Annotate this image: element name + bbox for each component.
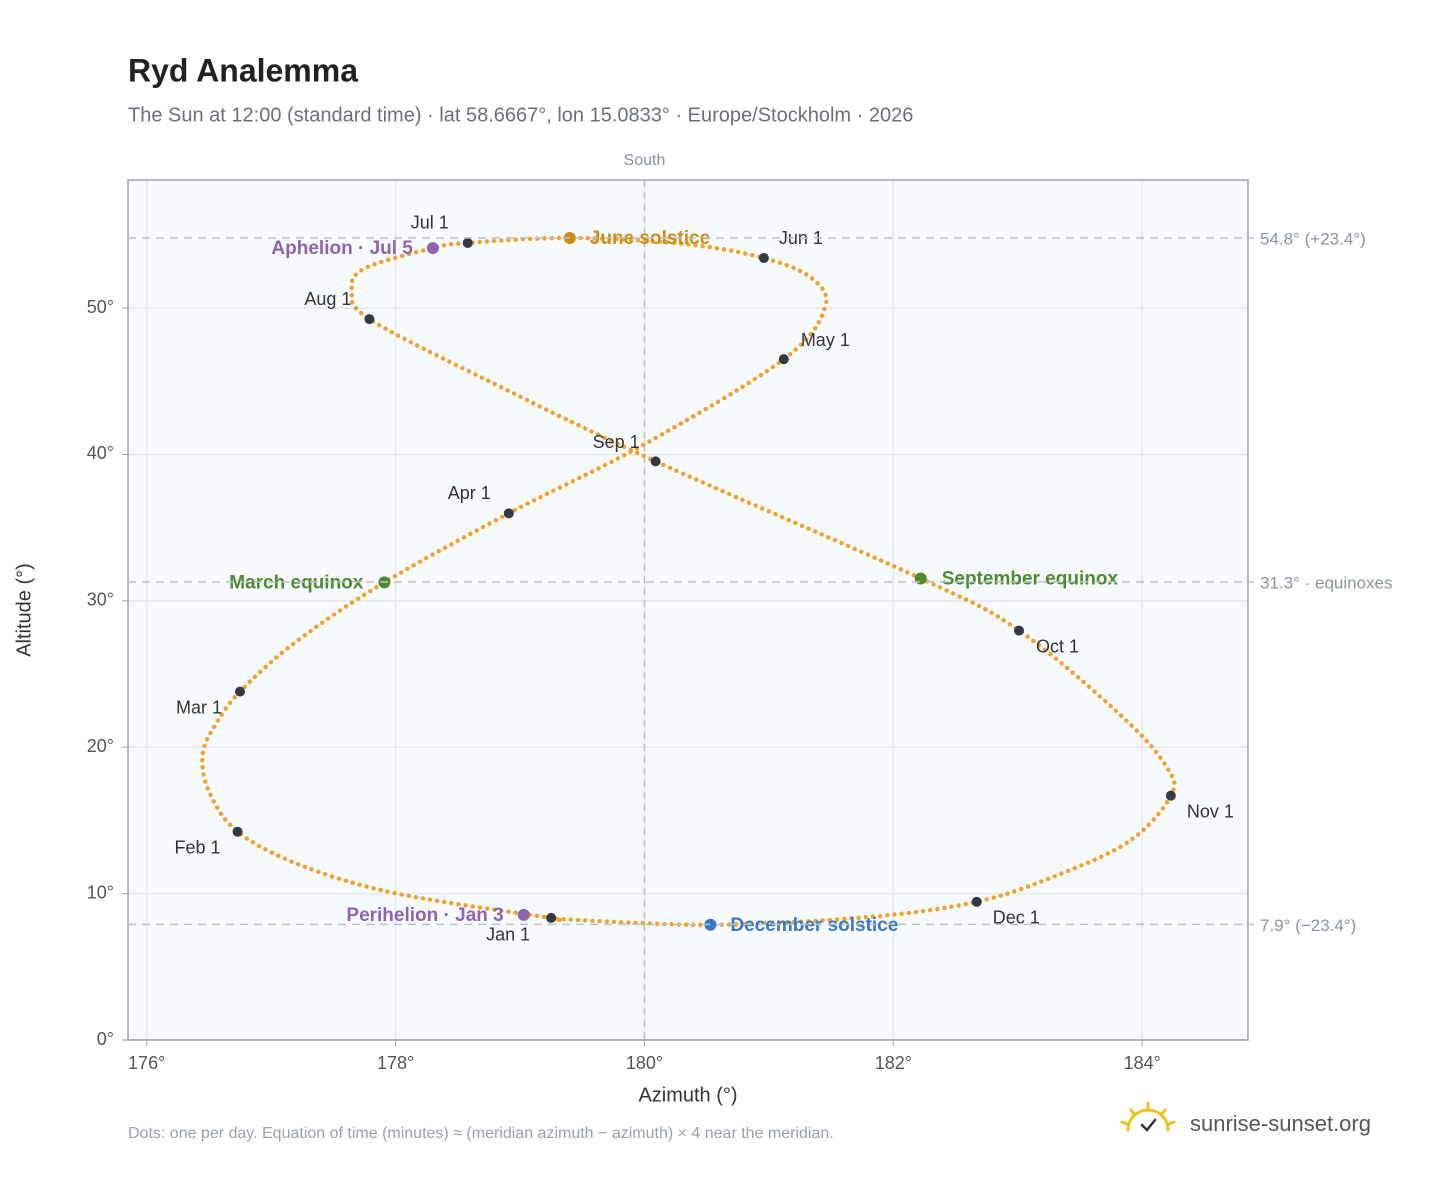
x-tick-label: 178° [377,1053,414,1073]
month-label: Apr 1 [448,483,491,503]
event-label: September equinox [942,568,1119,589]
event-label: March equinox [229,572,364,593]
month-label: Mar 1 [176,697,222,717]
event-marker [704,918,717,931]
x-tick-label: 176° [128,1053,165,1073]
chart-subtitle: The Sun at 12:00 (standard time) · lat 5… [128,104,913,126]
month-label: Feb 1 [174,837,220,857]
month-marker [971,896,982,907]
month-marker [1165,790,1176,801]
month-marker [232,826,243,837]
month-marker [778,354,789,365]
brand: sunrise-sunset.org [1190,1111,1371,1136]
reference-label: 31.3° · equinoxes [1260,573,1393,592]
x-axis-title: Azimuth (°) [638,1084,737,1106]
footnote: Dots: one per day. Equation of time (min… [128,1125,834,1142]
y-tick-label: 20° [87,736,114,756]
brand-icon [1120,1101,1176,1132]
month-marker [235,686,245,697]
month-marker [758,253,769,264]
y-tick-label: 40° [87,443,114,463]
y-axis-title: Altitude (°) [13,563,35,657]
month-marker [650,456,661,467]
reference-label: 54.8° (+23.4°) [1260,229,1366,248]
x-tick-label: 184° [1124,1053,1161,1073]
x-tick-label: 182° [875,1053,912,1073]
y-tick-label: 30° [87,590,114,610]
meridian-label: South [624,152,666,169]
month-marker [1014,625,1025,636]
event-label: Perihelion · Jan 3 [346,905,503,926]
month-label: Dec 1 [993,908,1040,928]
month-marker [503,508,514,519]
y-tick-label: 0° [97,1029,114,1049]
plot-border [127,179,1249,1041]
plot-area [128,180,1248,1040]
chart-title: Ryd Analemma [128,52,358,88]
y-tick-label: 10° [87,882,114,902]
month-label: Nov 1 [1187,801,1234,821]
event-label: December solstice [730,915,898,936]
reference-label: 7.9° (−23.4°) [1260,916,1356,935]
month-marker [546,912,557,923]
month-marker [462,237,473,248]
y-tick-label: 50° [87,297,114,317]
event-marker [914,572,927,585]
event-marker [517,908,530,921]
month-marker [364,314,375,325]
month-label: Oct 1 [1036,636,1079,656]
event-label: Aphelion · Jul 5 [271,238,413,259]
x-tick-label: 180° [626,1053,663,1073]
daily-dots [200,235,1177,928]
month-label: Aug 1 [304,289,351,309]
month-label: Jan 1 [486,925,530,945]
event-marker [426,242,439,255]
month-label: May 1 [801,330,850,350]
month-label: Sep 1 [593,432,640,452]
month-label: Jul 1 [411,213,449,233]
